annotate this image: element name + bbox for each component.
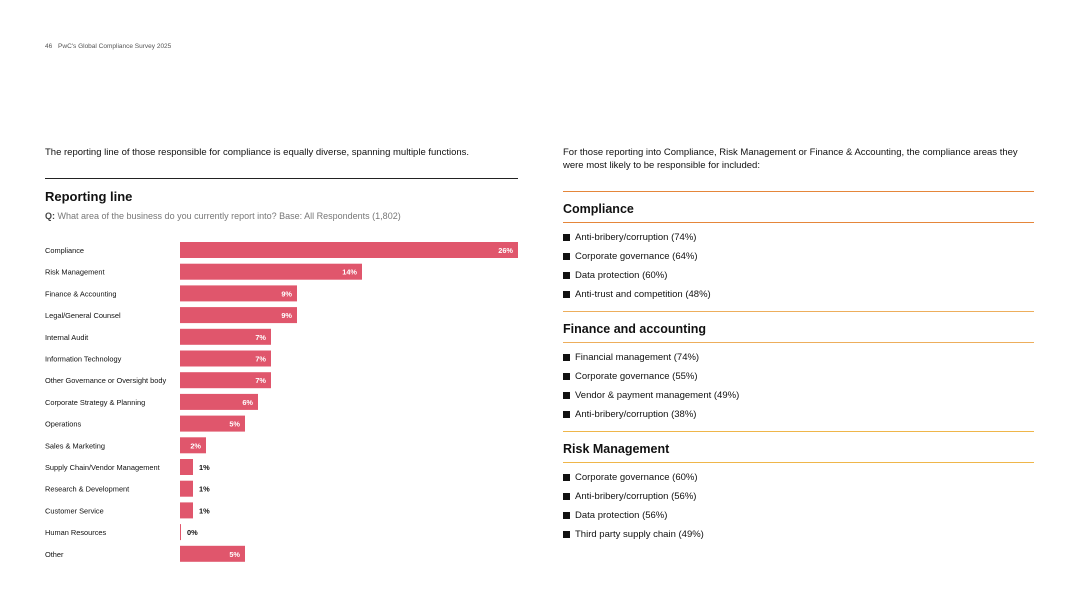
list-item: Anti-bribery/corruption (56%) xyxy=(563,491,1034,510)
report-title: PwC's Global Compliance Survey 2025 xyxy=(58,43,172,50)
divider xyxy=(45,178,518,179)
bar xyxy=(180,328,271,345)
data-label: 7% xyxy=(255,355,266,364)
bar xyxy=(180,437,206,454)
data-label: 7% xyxy=(255,333,266,342)
right-intro-text: For those reporting into Compliance, Ris… xyxy=(563,147,1018,171)
left-intro-text: The reporting line of those responsible … xyxy=(45,147,470,158)
category-label: Information Technology xyxy=(45,355,122,364)
chart-title: Reporting line xyxy=(45,189,133,204)
section-bottom-rule xyxy=(563,342,1034,343)
data-label: 6% xyxy=(242,398,253,407)
section-top-rule xyxy=(563,311,1034,312)
category-label: Human Resources xyxy=(45,528,107,537)
category-label: Operations xyxy=(45,420,81,429)
list-item: Vendor & payment management (49%) xyxy=(563,390,1034,409)
category-label: Risk Management xyxy=(45,268,105,277)
survey-question: Q: What area of the business do you curr… xyxy=(45,211,401,221)
category-label: Other xyxy=(45,550,64,559)
data-label: 1% xyxy=(199,485,210,494)
section-title: Risk Management xyxy=(563,442,670,456)
list-item: Third party supply chain (49%) xyxy=(563,529,1034,548)
section-title: Compliance xyxy=(563,202,634,216)
list-item: Data protection (56%) xyxy=(563,510,1034,529)
square-bullet-icon xyxy=(563,392,570,399)
square-bullet-icon xyxy=(563,354,570,361)
square-bullet-icon xyxy=(563,512,570,519)
data-label: 14% xyxy=(342,268,357,277)
category-label: Sales & Marketing xyxy=(45,441,105,450)
bar xyxy=(180,480,193,497)
square-bullet-icon xyxy=(563,411,570,418)
section-list: Corporate governance (60%) Anti-bribery/… xyxy=(563,472,1034,548)
bar xyxy=(180,307,297,324)
section-compliance: Compliance Anti-bribery/corruption (74%)… xyxy=(563,191,1034,308)
page-header: 46 PwC's Global Compliance Survey 2025 xyxy=(45,43,171,50)
section-bottom-rule xyxy=(563,222,1034,223)
data-label: 7% xyxy=(255,376,266,385)
category-label: Customer Service xyxy=(45,506,104,515)
data-label: 1% xyxy=(199,463,210,472)
question-label: Q: xyxy=(45,211,55,221)
square-bullet-icon xyxy=(563,234,570,241)
section-list: Anti-bribery/corruption (74%) Corporate … xyxy=(563,232,1034,308)
bar xyxy=(180,350,271,367)
square-bullet-icon xyxy=(563,474,570,481)
square-bullet-icon xyxy=(563,531,570,538)
page-number: 46 xyxy=(45,43,53,50)
data-label: 9% xyxy=(281,289,292,298)
list-item: Financial management (74%) xyxy=(563,352,1034,371)
bar xyxy=(180,502,193,519)
section-list: Financial management (74%) Corporate gov… xyxy=(563,352,1034,428)
category-label: Corporate Strategy & Planning xyxy=(45,398,145,407)
section-finance-accounting: Finance and accounting Financial managem… xyxy=(563,311,1034,428)
list-item: Anti-bribery/corruption (74%) xyxy=(563,232,1034,251)
section-bottom-rule xyxy=(563,462,1034,463)
reporting-line-bar-chart: Compliance 26% Risk Management 14% Finance &… xyxy=(45,242,518,562)
bar xyxy=(180,415,245,432)
section-title: Finance and accounting xyxy=(563,322,707,336)
category-label: Finance & Accounting xyxy=(45,289,117,298)
square-bullet-icon xyxy=(563,493,570,500)
list-item: Anti-bribery/corruption (38%) xyxy=(563,409,1034,428)
data-label: 2% xyxy=(190,441,201,450)
data-label: 5% xyxy=(229,420,240,429)
bar xyxy=(180,393,258,410)
square-bullet-icon xyxy=(563,272,570,279)
list-item: Corporate governance (64%) xyxy=(563,251,1034,270)
category-label: Compliance xyxy=(45,246,84,255)
square-bullet-icon xyxy=(563,253,570,260)
data-label: 0% xyxy=(187,528,198,537)
category-label: Internal Audit xyxy=(45,333,88,342)
square-bullet-icon xyxy=(563,291,570,298)
category-label: Supply Chain/Vendor Management xyxy=(45,463,160,472)
bar xyxy=(180,285,297,302)
data-label: 1% xyxy=(199,506,210,515)
question-text: What area of the business do you current… xyxy=(55,211,401,221)
bar xyxy=(180,524,181,541)
bar xyxy=(180,459,193,475)
section-risk-management: Risk Management Corporate governance (60… xyxy=(563,431,1034,548)
data-label: 5% xyxy=(229,550,240,559)
category-label: Other Governance or Oversight body xyxy=(45,376,166,385)
list-item: Corporate governance (60%) xyxy=(563,472,1034,491)
category-label: Research & Development xyxy=(45,485,129,494)
section-top-rule xyxy=(563,431,1034,432)
section-top-rule xyxy=(563,191,1034,192)
square-bullet-icon xyxy=(563,373,570,380)
category-label: Legal/General Counsel xyxy=(45,311,121,320)
bar xyxy=(180,372,271,389)
bar xyxy=(180,545,245,562)
list-item: Corporate governance (55%) xyxy=(563,371,1034,390)
list-item: Data protection (60%) xyxy=(563,270,1034,289)
list-item: Anti-trust and competition (48%) xyxy=(563,289,1034,308)
data-label: 26% xyxy=(498,246,513,255)
data-label: 9% xyxy=(281,311,292,320)
bar xyxy=(180,263,362,280)
bar xyxy=(180,242,518,258)
